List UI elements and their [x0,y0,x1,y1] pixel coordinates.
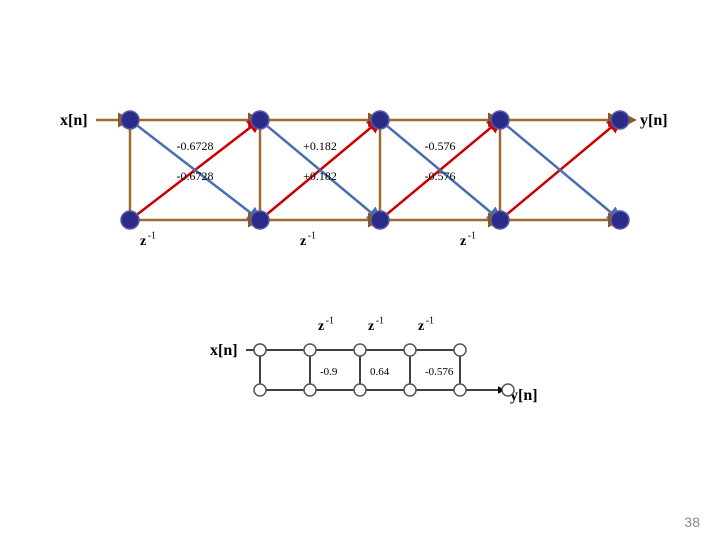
svg-text:z: z [140,234,146,249]
svg-text:z: z [418,319,424,334]
svg-text:-0.6728: -0.6728 [177,169,214,183]
svg-text:-0.576: -0.576 [425,139,456,153]
svg-text:-1: -1 [376,316,384,327]
svg-text:y[n]: y[n] [640,112,668,129]
svg-text:-0.576: -0.576 [425,366,454,378]
svg-text:x[n]: x[n] [210,342,238,359]
svg-text:-1: -1 [148,231,156,242]
svg-text:-1: -1 [326,316,334,327]
svg-text:+0.182: +0.182 [303,139,337,153]
signal-flow-diagram: x[n] y[n] -0.6728 -0.6728 +0.182 +0.182 -0.576… [0,0,720,540]
svg-text:z: z [300,234,306,249]
svg-text:-1: -1 [308,231,316,242]
svg-text:0.64: 0.64 [370,366,390,378]
svg-text:-0.6728: -0.6728 [177,139,214,153]
svg-text:-1: -1 [468,231,476,242]
svg-text:z: z [368,319,374,334]
svg-text:-0.576: -0.576 [425,169,456,183]
svg-text:+0.182: +0.182 [303,169,337,183]
page-number: 38 [684,514,700,530]
svg-text:x[n]: x[n] [60,112,88,129]
svg-text:z: z [460,234,466,249]
svg-text:-0.9: -0.9 [320,366,338,378]
svg-text:-1: -1 [426,316,434,327]
svg-text:z: z [318,319,324,334]
